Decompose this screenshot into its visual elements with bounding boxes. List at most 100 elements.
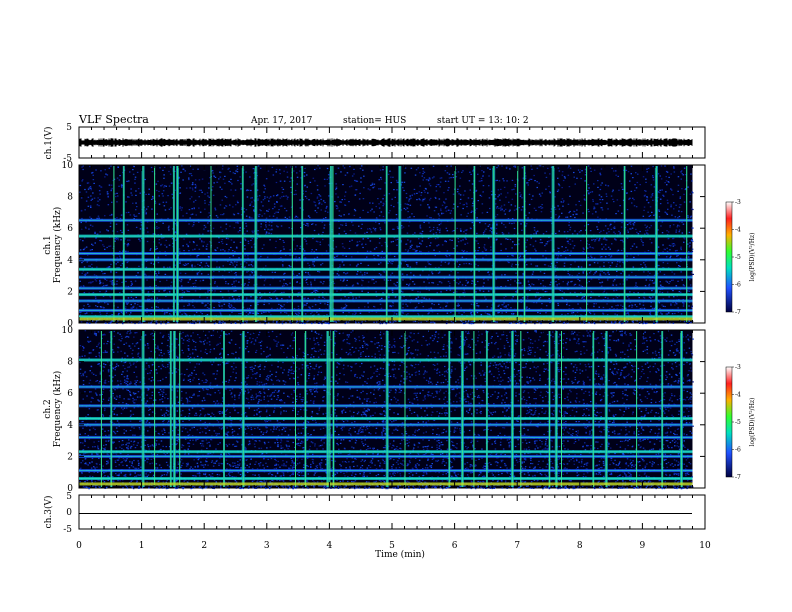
spectrogram-speckle (543, 272, 546, 274)
spectrogram-speckle (467, 197, 470, 199)
spectrogram-speckle (558, 185, 561, 187)
spectrogram-speckle (271, 307, 273, 309)
spectrogram-speckle (396, 189, 398, 191)
spectrogram-speckle (515, 291, 518, 293)
spectrogram-speckle (269, 196, 272, 198)
spectrogram-speckle (539, 312, 541, 314)
spectrogram-speckle (601, 285, 603, 287)
spectrogram-speckle (380, 274, 382, 276)
spectrogram-speckle (160, 323, 162, 325)
spectrogram-speckle (603, 289, 606, 291)
spectrogram-speckle (532, 245, 535, 247)
spectrogram-speckle (279, 280, 281, 282)
spectrogram-speckle (457, 206, 459, 208)
spectrogram-speckle (507, 255, 509, 257)
spectrogram-speckle (407, 249, 410, 251)
spectrogram-speckle (513, 165, 515, 168)
spectrogram-speckle (395, 320, 397, 323)
spectrogram-speckle (428, 282, 430, 284)
spectrogram-speckle (674, 244, 676, 246)
spectrogram-speckle (253, 172, 255, 174)
spectrogram-speckle (477, 242, 479, 245)
spectrogram-speckle (121, 281, 123, 283)
spectrogram-speckle (520, 322, 522, 325)
spectrogram-speckle (637, 173, 639, 175)
spectrogram-speckle (130, 296, 133, 298)
spectrogram-speckle (134, 303, 136, 305)
spectrogram-speckle (413, 216, 415, 218)
spectrogram-speckle (196, 274, 199, 276)
spectrogram-speckle (348, 213, 350, 215)
spectrogram-speckle (275, 168, 278, 171)
spectrogram-speckle (375, 246, 378, 249)
spectrogram-speckle (596, 237, 598, 239)
spectrogram-speckle (292, 274, 295, 276)
spectrogram-speckle (597, 180, 599, 182)
spectrogram-speckle (236, 261, 238, 263)
spectrogram-speckle (243, 284, 245, 286)
spectrogram-speckle (232, 195, 235, 197)
spectrogram-speckle (452, 314, 455, 316)
spectrogram-speckle (666, 230, 668, 232)
spectrogram-speckle (275, 171, 277, 173)
spectrogram-speckle (152, 197, 154, 199)
spectrogram-speckle (659, 291, 661, 293)
spectrogram-speckle (231, 283, 233, 285)
spectrogram-speckle (218, 178, 220, 180)
spectrogram-speckle (684, 238, 686, 240)
spectrogram-speckle (314, 210, 317, 212)
spectrogram-speckle (137, 322, 140, 324)
spectrogram-speckle (605, 184, 607, 186)
spectrogram-speckle (504, 208, 507, 210)
spectrogram-speckle (496, 167, 498, 169)
spectrogram-speckle (594, 272, 596, 274)
spectrogram-speckle (349, 264, 351, 266)
spectrogram-speckle (407, 217, 409, 219)
spectrogram-speckle (569, 210, 571, 213)
spectrogram-speckle (359, 167, 362, 170)
spectrogram-speckle (234, 285, 236, 287)
spectrogram-speckle (459, 281, 461, 283)
spectrogram-speckle (199, 211, 202, 213)
spectrogram-speckle (303, 171, 306, 174)
spectrogram-speckle (628, 305, 631, 307)
spectrogram-speckle (573, 176, 575, 178)
spectrogram-speckle (103, 307, 105, 309)
spectrogram-speckle (651, 193, 654, 195)
spectrogram-speckle (207, 289, 209, 291)
spectrogram-speckle (423, 296, 425, 299)
spectrogram-speckle (151, 306, 153, 308)
spectrogram-speckle (603, 262, 605, 264)
spectrogram-speckle (500, 193, 502, 195)
spectrogram-speckle (600, 184, 602, 186)
spectrogram-speckle (389, 321, 391, 323)
spectrogram-speckle (375, 291, 377, 293)
spectrogram-speckle (183, 305, 185, 307)
spectrogram-speckle (335, 246, 338, 248)
spectrogram-speckle (306, 197, 308, 199)
spectrogram-speckle (231, 183, 233, 185)
spectrogram-speckle (554, 285, 556, 287)
spectrogram-speckle (119, 175, 121, 177)
spectrogram-speckle (218, 320, 221, 322)
spectrogram-speckle (449, 282, 451, 284)
spectrogram-speckle (419, 199, 421, 201)
spectrogram-speckle (240, 188, 242, 190)
spectrogram-speckle (193, 322, 196, 325)
spectrogram-speckle (576, 209, 578, 211)
spectrogram-speckle (340, 298, 342, 300)
spectrogram-speckle (540, 320, 543, 322)
spectrogram-speckle (303, 223, 305, 225)
spectrogram-speckle (422, 170, 425, 172)
spectrogram-speckle (489, 207, 491, 210)
spectrogram-speckle (578, 284, 581, 286)
spectrogram-speckle (300, 177, 302, 179)
spectrogram-speckle (311, 292, 314, 294)
spectrogram-speckle (463, 250, 466, 252)
spectrogram-speckle (579, 204, 582, 206)
spectrogram-speckle (207, 216, 209, 218)
spectrogram-speckle (614, 321, 616, 323)
spectrogram-speckle (603, 237, 606, 239)
spectrogram-speckle (281, 191, 284, 193)
spectrogram-speckle (681, 232, 684, 234)
